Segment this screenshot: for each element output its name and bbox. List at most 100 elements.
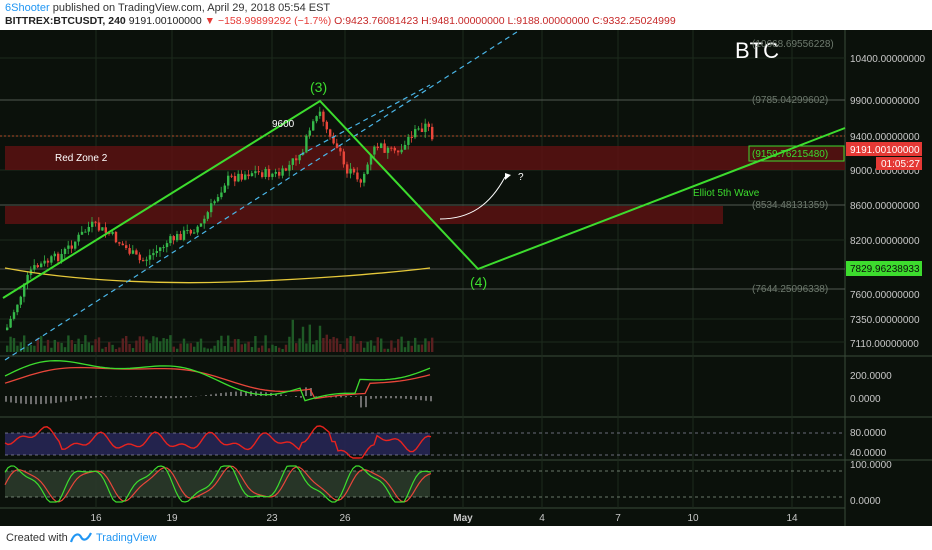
volume-bar [114, 348, 118, 352]
volume-bar [315, 340, 318, 352]
volume-bar [111, 344, 114, 352]
candle-body [366, 164, 369, 174]
volume-bar [138, 336, 141, 352]
volume-bar [407, 340, 410, 352]
volume-bar [291, 319, 294, 352]
macd-hist [185, 396, 187, 398]
rsi-line [4, 425, 432, 459]
volume-bar [152, 336, 155, 352]
candle-body [94, 221, 97, 223]
volume-bar [135, 340, 138, 352]
price-tick-2: 9400.00000000 [850, 132, 920, 143]
volume-bar [410, 345, 413, 352]
candle-body [244, 174, 247, 180]
macd-hist [280, 394, 282, 396]
candle-body [291, 158, 294, 165]
chart-area[interactable]: BTC (3) (4) 9600 Red Zone 2 Elliot 5th W… [0, 29, 932, 526]
candle-body [172, 236, 175, 241]
candle-body [108, 232, 111, 234]
volume-bar [94, 339, 97, 352]
red-zone-lower [5, 206, 723, 224]
candle-body [359, 179, 362, 183]
red-zone-2 [5, 146, 845, 170]
volume-bar [390, 340, 393, 352]
volume-bar [352, 336, 356, 352]
macd-hist [50, 396, 52, 404]
stoch-tick-1: 0.0000 [850, 496, 881, 507]
volume-bar [250, 347, 254, 352]
macd-hist [25, 396, 27, 404]
ohlc-values: O:9423.76081423 H:9481.00000000 L:9188.0… [334, 15, 676, 27]
box-timer [876, 157, 922, 170]
volume-bar [284, 344, 288, 352]
macd-hist [205, 395, 207, 396]
candle-body [87, 226, 90, 232]
footer: Created with TradingView [0, 526, 932, 550]
rsi-tick-1: 40.0000 [850, 448, 887, 459]
price-change: −158.99899292 (−1.7%) [217, 15, 332, 27]
volume-bar [97, 337, 101, 352]
candle-body [298, 154, 301, 161]
author-link[interactable]: 6Shooter [5, 2, 50, 14]
volume-bar [427, 341, 430, 352]
candle-body [46, 260, 50, 263]
question-label: ? [518, 172, 524, 183]
candle-body [223, 185, 226, 193]
candle-body [26, 274, 29, 284]
candle-body [284, 168, 288, 171]
volume-bar [176, 348, 179, 352]
symbol-label[interactable]: BITTREX:BTCUSDT, 240 [5, 15, 126, 27]
macd-hist [85, 396, 87, 399]
chart-svg[interactable]: BTC (3) (4) 9600 Red Zone 2 Elliot 5th W… [0, 29, 932, 526]
candle-body [403, 144, 407, 150]
volume-bar [267, 348, 271, 352]
price-tick-5: 8200.00000000 [850, 236, 920, 247]
candle-body [420, 128, 424, 133]
candle-body [281, 168, 284, 176]
macd-hist [175, 396, 177, 399]
candle-body [63, 248, 67, 254]
volume-bar [16, 345, 19, 352]
candle-body [237, 173, 240, 182]
candle-body [349, 168, 352, 174]
candle-body [128, 248, 131, 254]
volume-bar [312, 344, 315, 352]
candle-body [104, 227, 107, 233]
macd-hist [420, 396, 422, 401]
candle-body [206, 212, 209, 219]
candle-body [142, 260, 145, 262]
volume-bar [210, 348, 213, 352]
candle-body [152, 253, 155, 256]
macd-hist [380, 396, 382, 399]
price-tick-8: 7110.00000000 [850, 339, 919, 350]
volume-bar [431, 337, 434, 352]
macd-hist [20, 396, 22, 404]
candle-body [386, 147, 390, 153]
candle-body [216, 197, 220, 202]
volume-bar [23, 335, 26, 352]
candle-body [267, 168, 271, 177]
faded-label-1: (9785.04299602) [752, 95, 828, 106]
tradingview-logo-icon[interactable] [70, 530, 92, 544]
volume-bar [70, 340, 73, 352]
volume-bar [104, 346, 107, 352]
candle-body [410, 136, 413, 138]
volume-bar [12, 338, 16, 352]
macd-hist [300, 396, 302, 398]
macd-hist [60, 396, 62, 403]
tradingview-link[interactable]: TradingView [96, 532, 157, 544]
macd-hist [95, 396, 97, 398]
volume-bar [74, 343, 77, 352]
macd-hist [335, 396, 337, 398]
candle-body [315, 116, 318, 122]
candle-body [121, 243, 124, 246]
macd-hist [210, 394, 212, 396]
macd-hist [295, 396, 297, 397]
volume-bar [60, 342, 63, 352]
volume-bar [121, 338, 124, 352]
macd-hist [415, 396, 417, 400]
volume-bar [295, 343, 298, 352]
macd-hist [355, 396, 357, 397]
candle-body [352, 168, 356, 173]
candle-body [182, 230, 186, 240]
